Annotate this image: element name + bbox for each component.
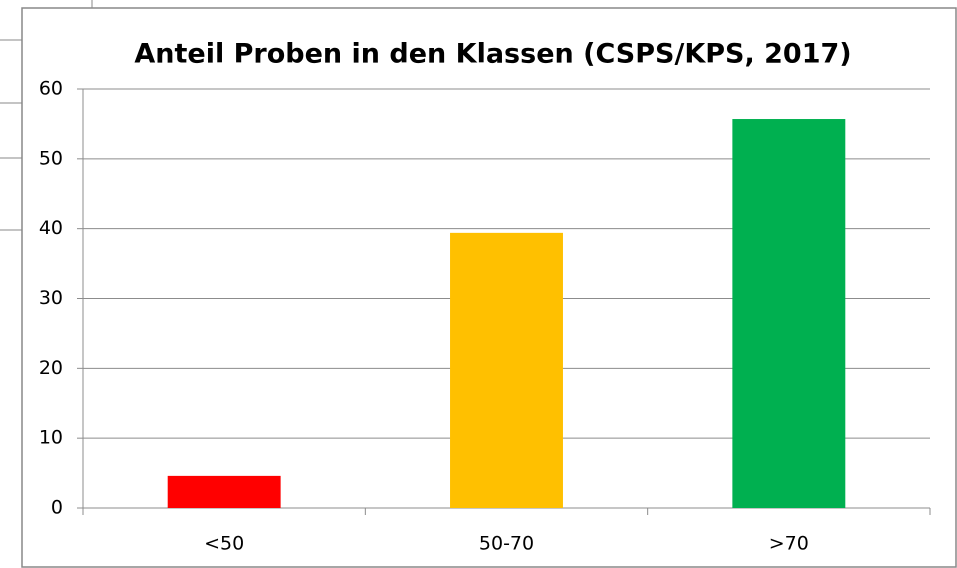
x-tick-label: <50 — [204, 533, 244, 555]
y-tick-label: 0 — [51, 497, 63, 519]
y-tick-label: 20 — [39, 357, 63, 379]
y-tick-label: 60 — [39, 78, 63, 100]
y-tick-label: 30 — [39, 287, 63, 309]
bar — [732, 119, 846, 509]
y-tick-label: 50 — [39, 147, 63, 169]
bar — [450, 232, 563, 508]
x-tick-label: 50-70 — [479, 533, 534, 555]
y-tick-label: 40 — [39, 217, 63, 239]
bar — [167, 475, 281, 508]
chart-title: Anteil Proben in den Klassen (CSPS/KPS, … — [134, 39, 851, 70]
x-tick-label: >70 — [769, 533, 809, 555]
y-tick-label: 10 — [39, 427, 63, 449]
